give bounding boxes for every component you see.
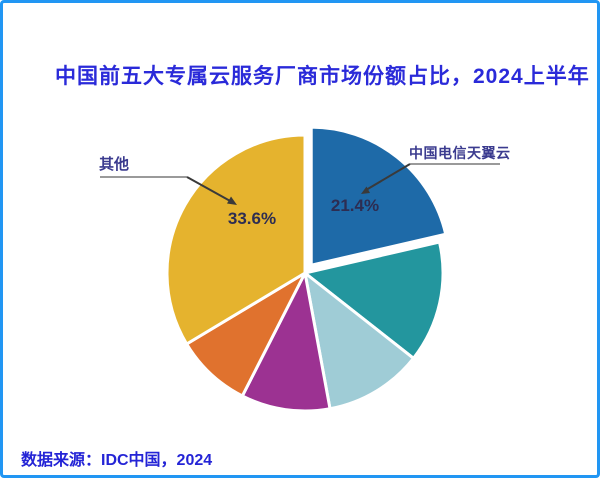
pie-slice: [303, 240, 445, 360]
pie-slice-中国电信天翼云: [309, 125, 448, 267]
pie-chart: [100, 125, 500, 413]
other-leader-arrowhead: [227, 196, 237, 205]
other-leader-diagonal: [186, 176, 233, 203]
pie-slice-其他: [165, 133, 307, 346]
slice-label-other: 其他: [99, 156, 130, 173]
slice-value-telecom: 21.4%: [330, 196, 380, 215]
callout-lines: [100, 163, 500, 205]
telecom-leader-diagonal: [365, 163, 411, 191]
pie-slice: [240, 271, 332, 413]
pie-slice: [303, 271, 416, 411]
pie-slices: [165, 125, 448, 413]
telecom-leader-arrowhead: [361, 186, 370, 194]
chart-title: 中国前五大专属云服务厂商市场份额占比，2024上半年: [55, 65, 590, 88]
slice-label-telecom: 中国电信天翼云: [409, 145, 511, 161]
source-note: 数据来源：IDC中国，2024: [21, 452, 213, 469]
slice-value-other: 33.6%: [227, 209, 277, 228]
